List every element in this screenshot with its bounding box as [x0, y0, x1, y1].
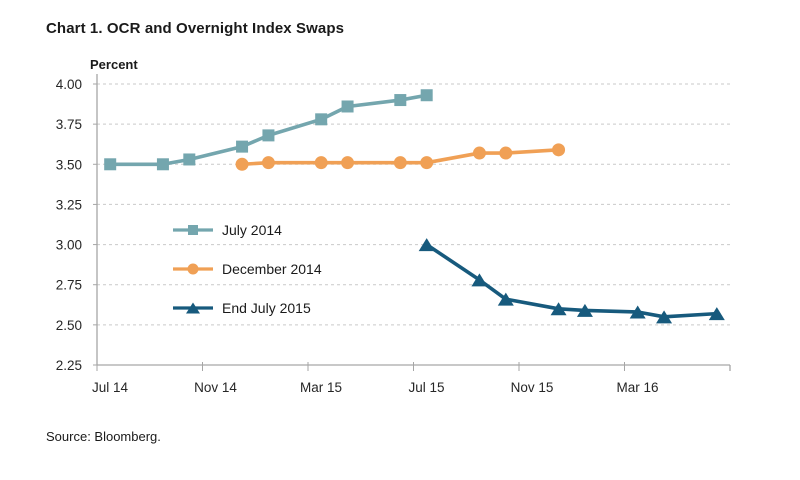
data-point-marker [418, 238, 435, 252]
data-point-marker [314, 156, 328, 170]
y-tick-label: 3.00 [56, 238, 82, 253]
x-tick-label: Nov 15 [511, 380, 554, 395]
y-tick-label: 2.50 [56, 318, 82, 333]
y-tick-label: 3.50 [56, 157, 82, 172]
legend: July 2014 December 2014 End July 2015 [173, 210, 322, 327]
data-point-marker [420, 156, 434, 170]
data-point-marker [183, 153, 196, 166]
data-point-marker [471, 273, 488, 287]
source-note: Source: Bloomberg. [46, 429, 161, 444]
data-point-marker [315, 113, 328, 126]
data-point-marker [472, 146, 486, 160]
legend-label: July 2014 [222, 221, 282, 238]
data-point-marker [262, 129, 275, 142]
y-tick-label: 3.25 [56, 197, 82, 212]
legend-item-december-2014: December 2014 [173, 249, 322, 288]
data-point-marker [341, 156, 355, 170]
data-point-marker [550, 302, 567, 316]
data-point-marker [341, 100, 354, 113]
y-tick-label: 2.75 [56, 278, 82, 293]
x-tick-label: Jul 14 [92, 380, 129, 395]
data-point-marker [656, 310, 673, 324]
legend-item-end-july-2015: End July 2015 [173, 288, 322, 327]
data-point-marker [497, 292, 514, 306]
y-tick-label: 4.00 [56, 77, 82, 92]
chart-title: Chart 1. OCR and Overnight Index Swaps [46, 20, 345, 37]
circle-marker-icon [173, 262, 213, 276]
data-point-marker [393, 156, 407, 170]
data-point-marker [394, 94, 407, 107]
y-tick-label: 3.75 [56, 117, 82, 132]
data-point-marker [576, 303, 593, 317]
triangle-marker-icon [173, 301, 213, 315]
series-line-end-july-2015 [425, 243, 717, 319]
x-tick-label: Jul 15 [408, 380, 444, 395]
data-point-marker [499, 146, 513, 160]
y-axis-label: Percent [90, 57, 138, 72]
legend-label: End July 2015 [222, 299, 311, 316]
data-point-marker [420, 89, 433, 102]
data-point-marker [552, 143, 566, 157]
data-point-marker [708, 307, 725, 321]
legend-label: December 2014 [222, 260, 322, 277]
x-tick-label: Nov 14 [194, 380, 237, 395]
legend-item-july-2014: July 2014 [173, 210, 322, 249]
x-tick-label: Mar 15 [300, 380, 342, 395]
data-point-marker [236, 140, 249, 153]
y-tick-label: 2.25 [56, 358, 82, 373]
square-marker-icon [173, 223, 213, 237]
data-point-marker [629, 305, 646, 319]
data-point-marker [156, 158, 169, 171]
x-tick-label: Mar 16 [616, 380, 658, 395]
data-point-marker [104, 158, 117, 171]
data-point-marker [261, 156, 275, 170]
data-point-marker [235, 157, 249, 171]
